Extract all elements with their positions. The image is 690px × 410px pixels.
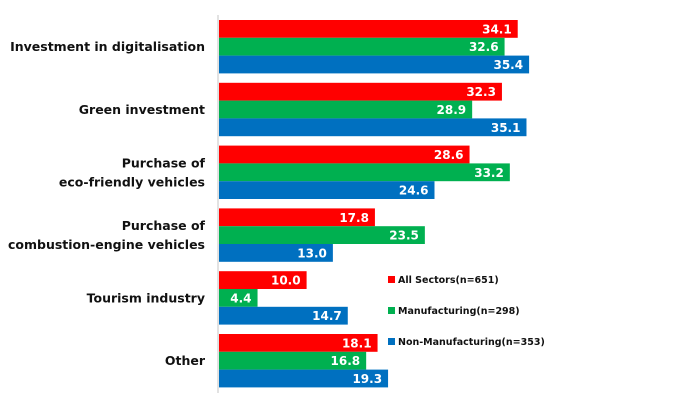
bars-layer — [219, 20, 530, 388]
category-label: Investment in digitalisation — [10, 39, 205, 54]
value-label: 17.8 — [339, 211, 369, 225]
bar-all-sectors-1 — [219, 82, 502, 101]
bar-manufacturing-1 — [219, 100, 473, 119]
bar-all-sectors-2 — [219, 145, 470, 164]
bar-non-manufacturing-2 — [219, 181, 435, 199]
value-label: 32.6 — [469, 40, 499, 54]
value-label: 24.6 — [399, 184, 429, 198]
value-label: 32.3 — [466, 85, 496, 99]
value-label: 28.9 — [437, 103, 467, 117]
value-label: 19.3 — [352, 372, 382, 386]
value-label: 28.6 — [434, 148, 464, 162]
legend-item: All Sectors(n=651) — [388, 275, 499, 286]
legend: All Sectors(n=651) Manufacturing(n=298) No… — [388, 275, 545, 348]
value-label: 18.1 — [342, 336, 372, 350]
bar-non-manufacturing-0 — [219, 55, 530, 74]
bar-non-manufacturing-4 — [219, 306, 348, 325]
value-label: 33.2 — [474, 166, 504, 180]
value-label: 34.1 — [482, 22, 512, 36]
bar-manufacturing-5 — [219, 351, 367, 370]
bar-all-sectors-5 — [219, 334, 378, 352]
legend-swatch — [388, 307, 395, 314]
legend-item: Non-Manufacturing(n=353) — [388, 337, 545, 348]
bar-manufacturing-0 — [219, 37, 505, 56]
value-label: 35.4 — [493, 58, 523, 72]
legend-label: All Sectors(n=651) — [398, 275, 499, 286]
bar-all-sectors-0 — [219, 20, 518, 38]
bar-all-sectors-3 — [219, 208, 375, 227]
category-label: combustion-engine vehicles — [8, 237, 205, 252]
value-label: 16.8 — [331, 354, 361, 368]
value-label: 4.4 — [230, 291, 251, 305]
bar-manufacturing-3 — [219, 226, 425, 244]
legend-label: Manufacturing(n=298) — [398, 306, 520, 317]
category-label: Green investment — [79, 102, 205, 117]
value-label: 35.1 — [491, 121, 521, 135]
value-label: 23.5 — [389, 229, 419, 243]
value-label: 13.0 — [297, 246, 327, 260]
bar-manufacturing-2 — [219, 163, 510, 182]
bar-all-sectors-4 — [219, 271, 307, 289]
category-label: Purchase of — [122, 155, 206, 170]
legend-swatch — [388, 276, 395, 283]
legend-label: Non-Manufacturing(n=353) — [398, 337, 545, 348]
category-label: Purchase of — [122, 218, 206, 233]
category-label: eco-friendly vehicles — [59, 174, 205, 189]
category-label: Other — [165, 353, 206, 368]
legend-swatch — [388, 338, 395, 345]
value-label: 14.7 — [312, 309, 342, 323]
bar-non-manufacturing-5 — [219, 369, 389, 388]
bar-non-manufacturing-1 — [219, 118, 527, 137]
value-labels-layer: 34.1 32.6 35.4 32.3 28.9 35.1 28.6 33.2 24.6 17.8… — [230, 22, 523, 386]
category-labels-layer: Investment in digitalisation Green invest… — [8, 39, 206, 368]
bar-non-manufacturing-3 — [219, 244, 333, 262]
category-label: Tourism industry — [87, 290, 205, 305]
value-label: 10.0 — [271, 274, 301, 288]
bar-manufacturing-4 — [219, 289, 258, 307]
legend-item: Manufacturing(n=298) — [388, 306, 520, 317]
